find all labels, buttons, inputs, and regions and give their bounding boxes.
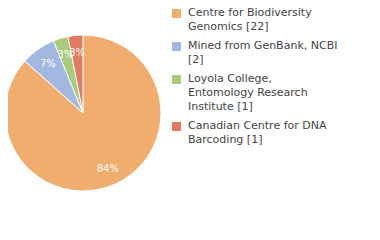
- svg-text:3%: 3%: [57, 49, 74, 61]
- svg-text:84%: 84%: [97, 163, 119, 174]
- svg-text:3%: 3%: [69, 47, 85, 58]
- svg-text:7%: 7%: [40, 58, 56, 69]
- html-text:Canadian Centre for DNA Barcod: Canadian Centre for DNA Barcoding [1]: [188, 119, 327, 146]
- html-text:Loyola College, Entomology Res: Loyola College, Entomology Research Inst…: [188, 72, 308, 113]
- html-text:Centre for Biodiversity Genomi: Centre for Biodiversity Genomics [22]: [188, 6, 312, 33]
- html-text:Mined from GenBank, NCBI [2]: Mined from GenBank, NCBI [2]: [188, 39, 338, 66]
